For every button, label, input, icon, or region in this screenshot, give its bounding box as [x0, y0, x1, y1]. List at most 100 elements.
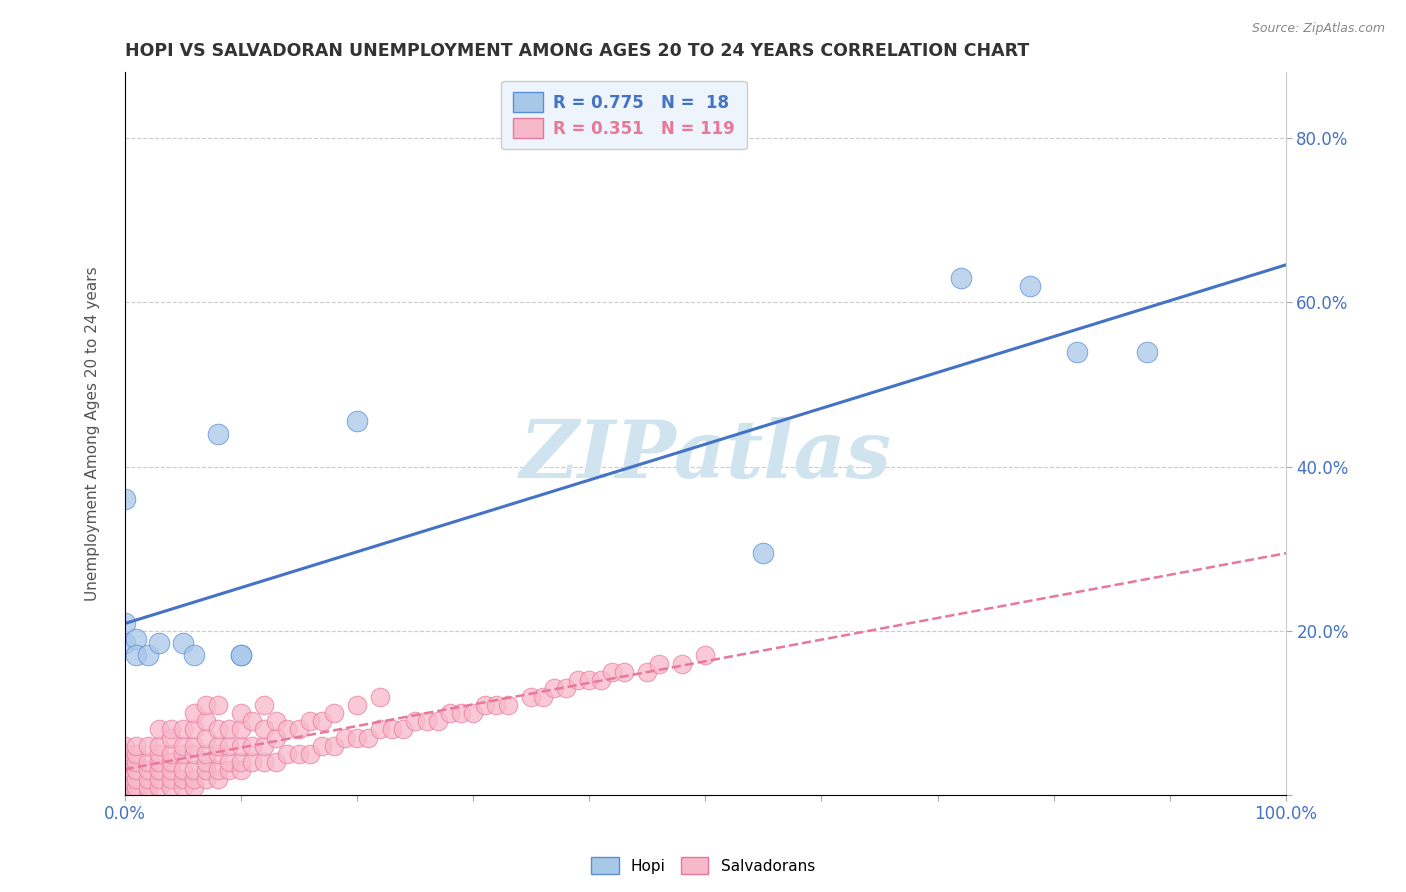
Point [136, 756, 159, 770]
Point [613, 665, 636, 679]
Point [218, 739, 240, 753]
Point [240, 714, 263, 728]
Point [229, 706, 252, 720]
Point [253, 723, 276, 737]
Point [125, 764, 148, 778]
Point [194, 731, 217, 745]
Point [602, 665, 624, 679]
Text: ZIPatlas: ZIPatlas [519, 417, 891, 494]
Point [114, 747, 136, 761]
Point [148, 764, 170, 778]
Point [335, 731, 357, 745]
Point [276, 747, 298, 761]
Point [368, 690, 391, 704]
Point [299, 714, 322, 728]
Point [125, 772, 148, 786]
Point [148, 747, 170, 761]
Point [229, 648, 252, 663]
Point [160, 723, 183, 737]
Point [114, 764, 136, 778]
Point [136, 772, 159, 786]
Text: Source: ZipAtlas.com: Source: ZipAtlas.com [1251, 22, 1385, 36]
Point [229, 756, 252, 770]
Point [136, 739, 159, 753]
Point [671, 657, 693, 671]
Point [183, 739, 205, 753]
Point [125, 756, 148, 770]
Point [148, 723, 170, 737]
Point [160, 780, 183, 794]
Point [322, 739, 344, 753]
Text: HOPI VS SALVADORAN UNEMPLOYMENT AMONG AGES 20 TO 24 YEARS CORRELATION CHART: HOPI VS SALVADORAN UNEMPLOYMENT AMONG AG… [125, 42, 1029, 60]
Point [404, 714, 426, 728]
Point [125, 780, 148, 794]
Point [207, 739, 229, 753]
Point [253, 756, 276, 770]
Point [253, 698, 276, 712]
Point [125, 739, 148, 753]
Point [148, 636, 170, 650]
Point [207, 723, 229, 737]
Point [311, 714, 333, 728]
Point [229, 648, 252, 663]
Point [218, 723, 240, 737]
Point [695, 648, 717, 663]
Point [136, 648, 159, 663]
Point [172, 764, 194, 778]
Point [136, 788, 159, 802]
Point [578, 673, 600, 687]
Point [648, 657, 671, 671]
Point [172, 772, 194, 786]
Point [543, 681, 565, 696]
Point [114, 780, 136, 794]
Point [264, 714, 287, 728]
Point [439, 706, 461, 720]
Point [311, 739, 333, 753]
Point [288, 723, 311, 737]
Point [148, 780, 170, 794]
Point [485, 698, 508, 712]
Point [160, 756, 183, 770]
Point [229, 723, 252, 737]
Point [368, 723, 391, 737]
Y-axis label: Unemployment Among Ages 20 to 24 years: Unemployment Among Ages 20 to 24 years [86, 267, 100, 601]
Point [194, 772, 217, 786]
Point [183, 706, 205, 720]
Point [183, 780, 205, 794]
Point [381, 723, 404, 737]
Point [474, 698, 496, 712]
Point [125, 632, 148, 646]
Point [450, 706, 472, 720]
Point [229, 739, 252, 753]
Point [172, 780, 194, 794]
Point [183, 772, 205, 786]
Point [207, 764, 229, 778]
Point [136, 780, 159, 794]
Point [752, 546, 775, 560]
Point [194, 756, 217, 770]
Point [114, 772, 136, 786]
Point [114, 636, 136, 650]
Point [183, 764, 205, 778]
Point [520, 690, 543, 704]
Point [114, 492, 136, 507]
Point [207, 772, 229, 786]
Point [194, 764, 217, 778]
Point [160, 764, 183, 778]
Point [392, 723, 415, 737]
Point [1135, 344, 1157, 359]
Point [496, 698, 519, 712]
Point [125, 648, 148, 663]
Point [183, 648, 205, 663]
Point [194, 698, 217, 712]
Point [148, 772, 170, 786]
Point [346, 414, 368, 428]
Point [346, 731, 368, 745]
Point [183, 723, 205, 737]
Point [346, 698, 368, 712]
Point [218, 764, 240, 778]
Point [299, 747, 322, 761]
Point [172, 723, 194, 737]
Point [949, 270, 972, 285]
Point [172, 739, 194, 753]
